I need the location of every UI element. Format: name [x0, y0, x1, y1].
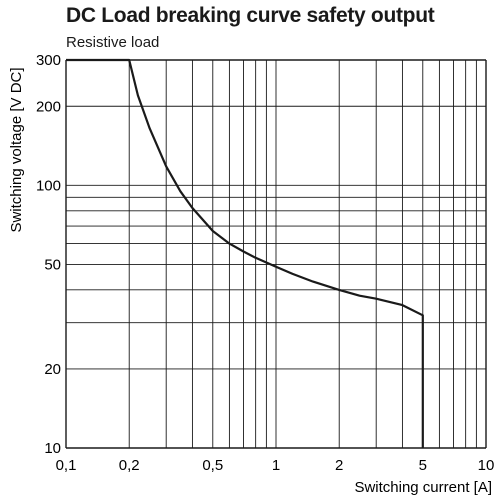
y-axis-label: Switching voltage [V DC] — [8, 67, 25, 232]
y-tick-label: 50 — [44, 256, 61, 273]
x-tick-label: 10 — [478, 457, 495, 474]
x-tick-labels: 0,1 0,2 0,5 1 2 5 10 — [56, 457, 495, 474]
horizontal-gridlines — [66, 59, 486, 449]
x-tick-label: 0,1 — [56, 457, 77, 474]
x-tick-label: 2 — [335, 457, 343, 474]
x-axis-label: Switching current [A] — [354, 479, 492, 496]
breaking-curve-line — [66, 58, 424, 448]
y-tick-label: 10 — [44, 440, 61, 457]
y-tick-label: 20 — [44, 361, 61, 378]
y-tick-label: 300 — [36, 52, 61, 69]
vertical-gridlines — [65, 60, 487, 448]
chart-title: DC Load breaking curve safety output — [66, 4, 435, 27]
x-tick-label: 0,2 — [119, 457, 140, 474]
y-tick-label: 200 — [36, 98, 61, 115]
curve-layer — [66, 58, 424, 448]
x-tick-label: 5 — [419, 457, 427, 474]
y-tick-labels: 10 20 50 100 200 300 — [36, 52, 61, 457]
chart-subtitle: Resistive load — [66, 34, 160, 51]
x-tick-label: 0,5 — [202, 457, 223, 474]
x-tick-label: 1 — [272, 457, 280, 474]
y-tick-label: 100 — [36, 177, 61, 194]
